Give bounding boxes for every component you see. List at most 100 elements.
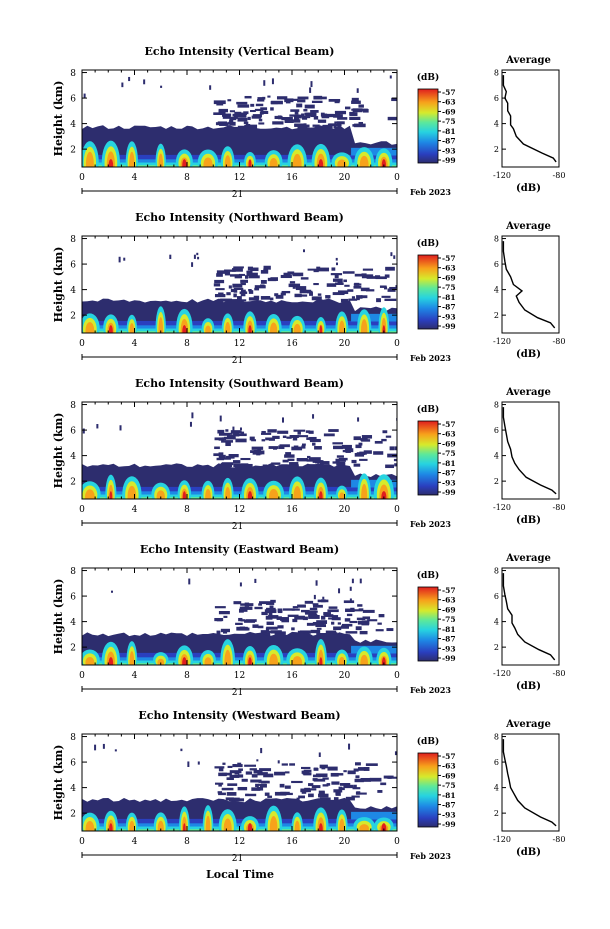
colorbar-unit: (dB) [417,72,439,83]
average-y-tick-label: 4 [494,120,499,129]
average-x-tick-label: -120 [493,835,511,844]
y-tick-label: 8 [70,69,76,79]
x-tick-label: 20 [339,339,351,349]
echo-heatmap [82,249,397,333]
average-y-tick-label: 4 [494,452,499,461]
average-x-label: (dB) [516,847,541,858]
chart-panel-1: Echo Intensity (Vertical Beam) 2 4 6 8 Height… [52,45,565,200]
colorbar-tick-label: -69 [442,605,456,614]
average-x-tick-label: -80 [553,835,566,844]
average-x-label: (dB) [516,515,541,526]
average-title: Average [505,553,551,564]
y-tick-label: 8 [70,733,76,743]
y-axis-label: Height (km) [52,745,65,821]
average-y-tick-label: 2 [494,643,499,652]
average-y-tick-label: 4 [494,784,499,793]
average-profile-line [502,573,556,661]
y-tick-label: 4 [70,784,76,794]
x-tick-label: 8 [184,173,190,183]
average-y-tick-label: 8 [494,567,499,576]
average-y-tick-label: 8 [494,733,499,742]
y-axis-label: Height (km) [52,413,65,489]
y-axis-label: Height (km) [52,81,65,157]
x-tick-label: 4 [132,671,138,681]
colorbar-tick-label: -57 [442,586,456,595]
y-axis-label: Height (km) [52,247,65,323]
average-title: Average [505,55,551,66]
colorbar-tick-label: -57 [442,752,456,761]
average-frame [501,401,560,500]
average-x-tick-label: -120 [493,669,511,678]
x-tick-label: 8 [184,505,190,515]
colorbar-tick-label: -87 [442,635,456,644]
colorbar-tick-label: -75 [442,615,456,624]
x-axis-title: Local Time [206,868,274,881]
colorbar-tick-label: -69 [442,439,456,448]
x-tick-label: 0 [394,505,400,515]
x-tick-label: 8 [184,339,190,349]
colorbar-tick-label: -75 [442,449,456,458]
colorbar-tick-label: -63 [442,762,456,771]
colorbar-tick-label: -81 [442,127,456,136]
average-y-tick-label: 6 [494,426,499,435]
x-tick-label: 0 [79,339,85,349]
colorbar-tick-label: -57 [442,254,456,263]
colorbar-tick-label: -99 [442,820,456,829]
average-x-label: (dB) [516,681,541,692]
average-x-tick-label: -80 [553,503,566,512]
average-y-tick-label: 4 [494,618,499,627]
average-profile-line [502,75,557,163]
average-y-tick-label: 2 [494,311,499,320]
colorbar-tick-label: -87 [442,137,456,146]
x-tick-label: 4 [132,837,138,847]
date-label: 21 [232,688,243,698]
colorbar-tick-label: -63 [442,98,456,107]
y-tick-label: 2 [70,810,76,820]
x-tick-label: 12 [234,671,245,681]
colorbar-tick-label: -93 [442,146,456,155]
y-tick-label: 2 [70,644,76,654]
colorbar-tick-label: -75 [442,283,456,292]
x-tick-label: 0 [79,173,85,183]
x-tick-label: 0 [394,173,400,183]
colorbar [417,752,439,828]
month-label: Feb 2023 [410,685,451,695]
x-tick-label: 0 [79,671,85,681]
average-y-tick-label: 4 [494,286,499,295]
colorbar-unit: (dB) [417,238,439,249]
month-label: Feb 2023 [410,851,451,861]
x-tick-label: 0 [394,671,400,681]
average-y-tick-label: 6 [494,592,499,601]
chart-panel-5: Echo Intensity (Westward Beam) 2 4 6 8 Height… [52,709,565,864]
colorbar-tick-label: -93 [442,478,456,487]
average-x-tick-label: -120 [493,171,511,180]
average-x-label: (dB) [516,349,541,360]
average-x-tick-label: -80 [553,171,566,180]
average-x-tick-label: -120 [493,337,511,346]
colorbar-tick-label: -87 [442,801,456,810]
colorbar-tick-label: -93 [442,644,456,653]
colorbar [417,420,439,496]
chart-title: Echo Intensity (Southward Beam) [135,377,344,390]
y-tick-label: 4 [70,452,76,462]
average-y-tick-label: 8 [494,69,499,78]
x-tick-label: 16 [286,505,298,515]
colorbar-tick-label: -69 [442,273,456,282]
colorbar-tick-label: -93 [442,312,456,321]
y-tick-label: 8 [70,235,76,245]
x-tick-label: 0 [394,837,400,847]
colorbar-tick-label: -69 [442,107,456,116]
colorbar-tick-label: -57 [442,420,456,429]
average-profile-line [502,407,557,495]
colorbar [417,254,439,330]
x-tick-label: 0 [79,837,85,847]
average-x-tick-label: -80 [553,337,566,346]
x-tick-label: 0 [79,505,85,515]
average-frame [501,567,560,666]
y-tick-label: 2 [70,312,76,322]
y-tick-label: 8 [70,401,76,411]
y-tick-label: 6 [70,593,76,603]
chart-panel-4: Echo Intensity (Eastward Beam) 2 4 6 8 Height… [52,543,565,698]
average-title: Average [505,387,551,398]
